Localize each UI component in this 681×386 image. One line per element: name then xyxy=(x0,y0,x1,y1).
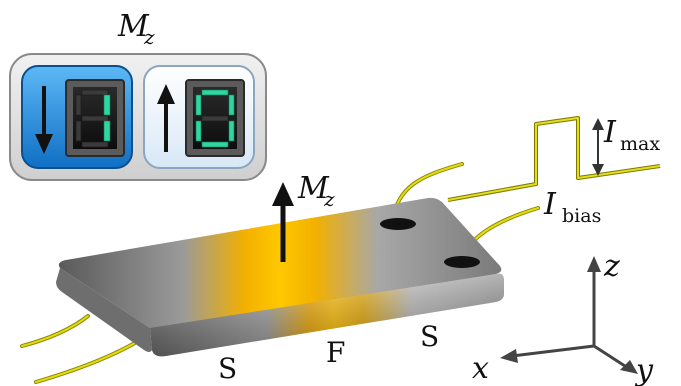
slab-left-face xyxy=(56,268,152,352)
y-axis-label: y xyxy=(634,353,654,386)
label-ferromagnet: F xyxy=(326,336,345,369)
label-left-superconductor: S xyxy=(218,352,237,385)
arrow-down-icon xyxy=(35,86,53,154)
slab-mz-subscript: z xyxy=(323,187,335,211)
digit-one-segments xyxy=(103,94,111,142)
panel-mz-subscript: z xyxy=(143,25,155,49)
slab-top-face xyxy=(58,197,502,333)
arrow-up-icon xyxy=(157,84,175,152)
imax-subscript: max xyxy=(620,133,660,155)
magnetization-arrow-icon xyxy=(272,182,294,262)
coordinate-axes xyxy=(500,256,638,374)
digit-zero-segments xyxy=(195,89,235,148)
imax-arrow xyxy=(592,118,604,176)
z-axis-arrowhead xyxy=(587,256,601,272)
z-axis-label: z xyxy=(603,249,620,284)
state-up-cell: 0 xyxy=(0,0,255,169)
x-axis-arrowhead xyxy=(500,349,518,363)
ibias-subscript: bias xyxy=(562,205,601,227)
sfs-junction xyxy=(56,197,504,357)
panel-mz-symbol: M xyxy=(117,9,150,44)
label-right-superconductor: S xyxy=(420,320,439,353)
y-axis-arrowhead xyxy=(620,360,638,374)
x-axis-label: x xyxy=(472,351,489,386)
contact-pad-lower xyxy=(444,256,480,268)
digit-down-value: 1 xyxy=(0,0,1,1)
imax-symbol: I xyxy=(603,115,617,150)
current-pulse xyxy=(447,116,661,202)
ibias-symbol: I xyxy=(543,187,557,222)
memory-panel: M z 1 xyxy=(0,0,267,181)
digit-up-value: 0 xyxy=(0,0,1,1)
contact-pad-upper xyxy=(380,218,416,230)
state-down-cell: 1 xyxy=(0,0,133,169)
slab-mz-symbol: M xyxy=(297,171,330,206)
